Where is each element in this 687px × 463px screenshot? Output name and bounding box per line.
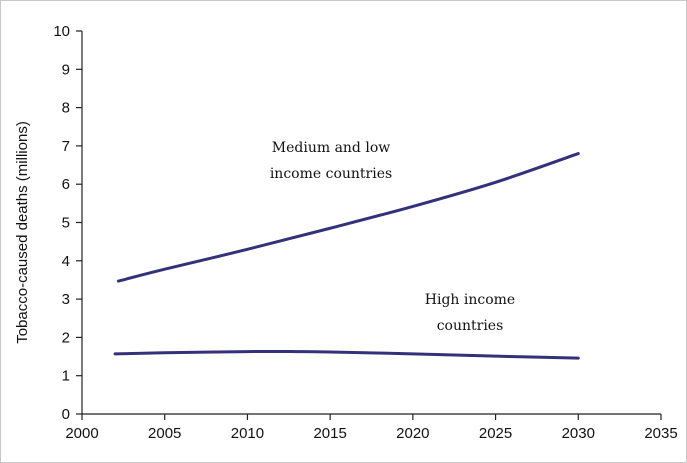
y-tick-label: 10 bbox=[53, 23, 70, 40]
y-tick-label: 0 bbox=[62, 406, 70, 423]
y-tick-label: 4 bbox=[62, 253, 70, 270]
series-label-line-1: Medium and low bbox=[272, 140, 390, 156]
y-tick-label: 6 bbox=[62, 176, 70, 193]
y-tick-label: 2 bbox=[62, 329, 70, 346]
series-annotations: Medium and low income countries High incom… bbox=[270, 140, 515, 334]
x-tick-label: 2005 bbox=[148, 425, 181, 442]
y-tick-label: 1 bbox=[62, 368, 70, 385]
ticks: 0 1 2 3 4 5 6 7 8 9 10 2000 2005 2010 2015 2020 2025 2030… bbox=[53, 23, 677, 442]
y-axis-title-group: Tobacco-caused deaths (millions) bbox=[14, 121, 31, 344]
series-line-medium-low-income bbox=[116, 152, 580, 283]
series-label-line-1: High income bbox=[425, 292, 515, 308]
y-axis-title: Tobacco-caused deaths (millions) bbox=[14, 121, 31, 344]
x-tick-label: 2025 bbox=[479, 425, 512, 442]
x-tick-label: 2020 bbox=[396, 425, 429, 442]
y-tick-label: 7 bbox=[62, 138, 70, 155]
y-tick-label: 3 bbox=[62, 291, 70, 308]
x-tick-label: 2035 bbox=[644, 425, 677, 442]
series-label-line-2: income countries bbox=[270, 166, 392, 182]
y-tick-label: 8 bbox=[62, 100, 70, 117]
x-tick-label: 2030 bbox=[562, 425, 595, 442]
x-tick-label: 2010 bbox=[231, 425, 264, 442]
y-tick-label: 5 bbox=[62, 215, 70, 232]
x-tick-label: 2015 bbox=[313, 425, 346, 442]
series-line-high-income bbox=[113, 349, 580, 360]
series-label-line-2: countries bbox=[437, 318, 504, 334]
x-tick-label: 2000 bbox=[65, 425, 98, 442]
series-lines bbox=[113, 152, 580, 360]
y-tick-label: 9 bbox=[62, 61, 70, 78]
